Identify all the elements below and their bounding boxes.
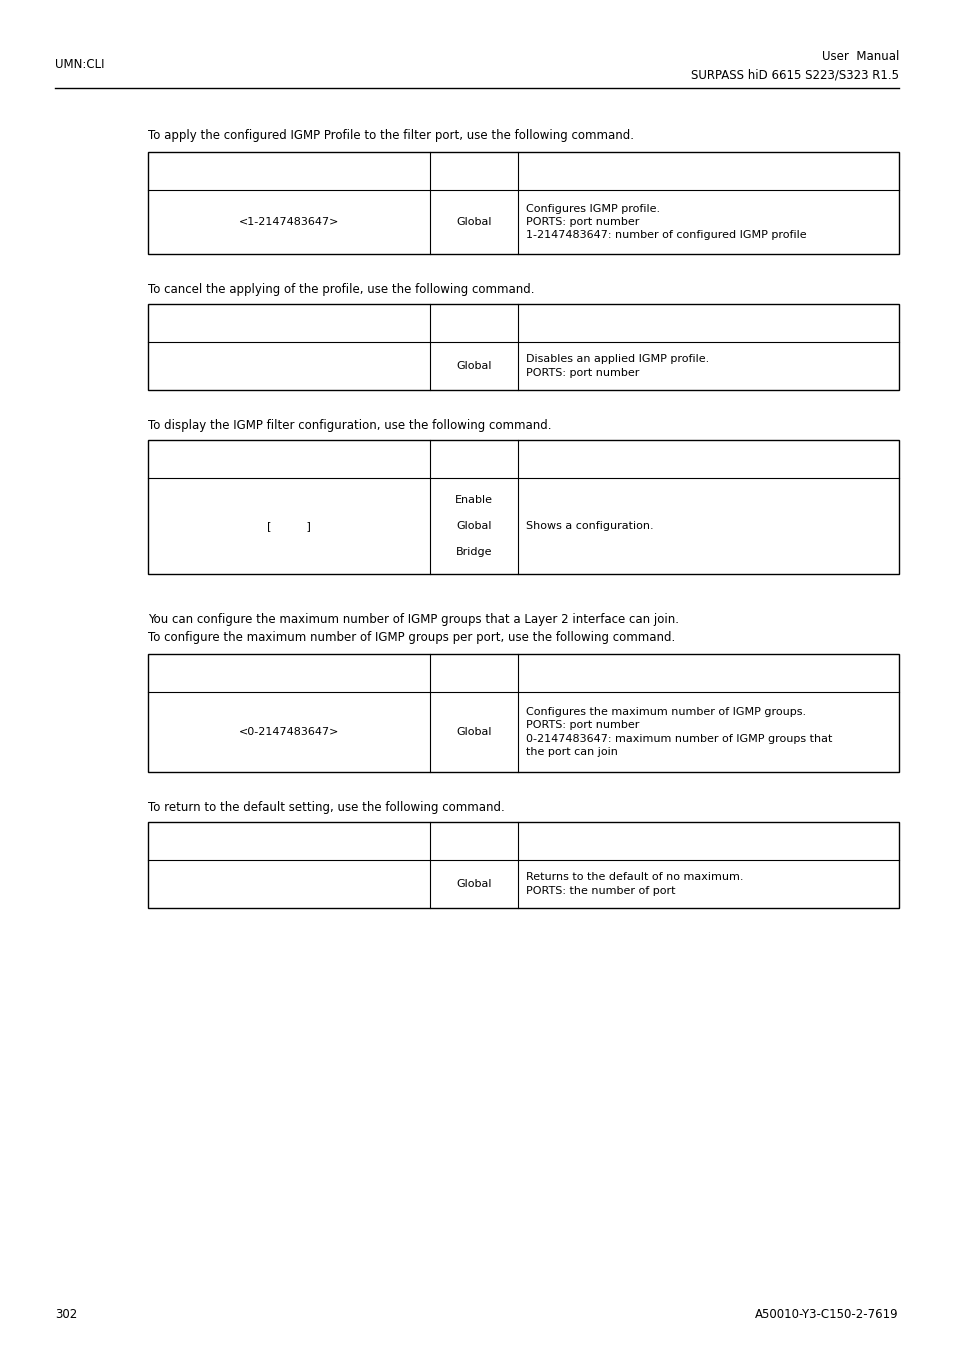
Text: Shows a configuration.: Shows a configuration. [526, 521, 653, 531]
Text: To display the IGMP filter configuration, use the following command.: To display the IGMP filter configuration… [148, 418, 551, 432]
Text: <1-2147483647>: <1-2147483647> [238, 217, 338, 227]
Text: You can configure the maximum number of IGMP groups that a Layer 2 interface can: You can configure the maximum number of … [148, 613, 679, 625]
Text: A50010-Y3-C150-2-7619: A50010-Y3-C150-2-7619 [755, 1308, 898, 1322]
Text: SURPASS hiD 6615 S223/S323 R1.5: SURPASS hiD 6615 S223/S323 R1.5 [690, 69, 898, 81]
Text: Returns to the default of no maximum.
PORTS: the number of port: Returns to the default of no maximum. PO… [526, 872, 743, 895]
Text: Global: Global [456, 217, 491, 227]
Text: User  Manual: User Manual [821, 50, 898, 63]
Text: Disables an applied IGMP profile.
PORTS: port number: Disables an applied IGMP profile. PORTS:… [526, 355, 709, 378]
Text: Global: Global [456, 728, 491, 737]
Text: To cancel the applying of the profile, use the following command.: To cancel the applying of the profile, u… [148, 282, 534, 296]
Text: Global: Global [456, 360, 491, 371]
Text: To apply the configured IGMP Profile to the filter port, use the following comma: To apply the configured IGMP Profile to … [148, 128, 634, 142]
Bar [148, 822, 898, 909]
Text: <0-2147483647>: <0-2147483647> [238, 728, 338, 737]
Text: Global: Global [456, 879, 491, 890]
Bar [148, 304, 898, 390]
Text: [          ]: [ ] [267, 521, 311, 531]
Text: Enable

Global

Bridge: Enable Global Bridge [455, 494, 493, 558]
Bar [148, 653, 898, 772]
Text: 302: 302 [55, 1308, 77, 1322]
Text: To return to the default setting, use the following command.: To return to the default setting, use th… [148, 801, 504, 814]
Bar [148, 153, 898, 254]
Text: Configures IGMP profile.
PORTS: port number
1-2147483647: number of configured I: Configures IGMP profile. PORTS: port num… [526, 204, 806, 240]
Text: Configures the maximum number of IGMP groups.
PORTS: port number
0-2147483647: m: Configures the maximum number of IGMP gr… [526, 707, 832, 757]
Bar [148, 440, 898, 574]
Text: UMN:CLI: UMN:CLI [55, 58, 105, 72]
Text: To configure the maximum number of IGMP groups per port, use the following comma: To configure the maximum number of IGMP … [148, 630, 675, 644]
